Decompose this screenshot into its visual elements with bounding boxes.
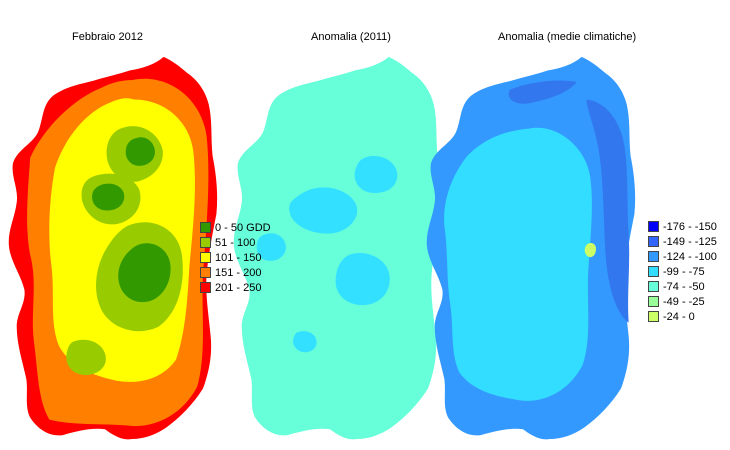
legend1-label: 101 - 150 (215, 251, 262, 264)
legend2-item: -49 - -25 (648, 294, 717, 309)
legend2-item: -176 - -150 (648, 219, 717, 234)
legend1-swatch (200, 222, 211, 233)
legend2-item: -74 - -50 (648, 279, 717, 294)
map-febbraio-2012 (8, 56, 218, 440)
legend2-swatch (648, 266, 659, 277)
legend2-item: -99 - -75 (648, 264, 717, 279)
legend2-label: -74 - -50 (663, 280, 705, 293)
legend2-swatch (648, 236, 659, 247)
legend2-item: -149 - -125 (648, 234, 717, 249)
legend2-label: -99 - -75 (663, 265, 705, 278)
legend1-swatch (200, 282, 211, 293)
legend2-label: -49 - -25 (663, 295, 705, 308)
legend2-label: -176 - -150 (663, 220, 717, 233)
legend2-item: -24 - 0 (648, 309, 717, 324)
legend2-swatch (648, 251, 659, 262)
legend2-swatch (648, 281, 659, 292)
legend1-item: 201 - 250 (200, 280, 271, 295)
legend2-label: -149 - -125 (663, 235, 717, 248)
map-anomalia-medie-climatiche (426, 56, 636, 440)
map2-mid-zone (256, 155, 398, 353)
legend1-item: 0 - 50 GDD (200, 220, 271, 235)
legend2-swatch (648, 296, 659, 307)
legend1-label: 201 - 250 (215, 281, 262, 294)
legend1-swatch (200, 267, 211, 278)
map3-base-zone (444, 127, 592, 401)
map3-dark-zone (508, 80, 630, 323)
legend2-item: -124 - -100 (648, 249, 717, 264)
legend2-swatch (648, 221, 659, 232)
map-title-febbraio-2012: Febbraio 2012 (72, 31, 143, 43)
legend1-swatch (200, 252, 211, 263)
legend2-label: -24 - 0 (663, 310, 695, 323)
legend1-label: 51 - 100 (215, 236, 256, 249)
legend1-item: 101 - 150 (200, 250, 271, 265)
map-anomalia-2011 (233, 56, 443, 440)
legend1-item: 51 - 100 (200, 235, 271, 250)
legend-anomalia: -176 - -150 -149 - -125 -124 - -100 -99 … (648, 219, 717, 324)
map3-light-zone (584, 242, 596, 258)
legend2-label: -124 - -100 (663, 250, 717, 263)
map-title-anomalia-medie-climatiche: Anomalia (medie climatiche) (498, 31, 637, 43)
legend2-swatch (648, 311, 659, 322)
legend1-swatch (200, 237, 211, 248)
legend1-label: 0 - 50 GDD (215, 221, 271, 234)
legend-febbraio-2012: 0 - 50 GDD 51 - 100 101 - 150 151 - 200 … (200, 220, 271, 295)
map-title-anomalia-2011: Anomalia (2011) (311, 31, 391, 43)
legend1-label: 151 - 200 (215, 266, 262, 279)
map1-green-zone (92, 137, 171, 303)
legend1-item: 151 - 200 (200, 265, 271, 280)
